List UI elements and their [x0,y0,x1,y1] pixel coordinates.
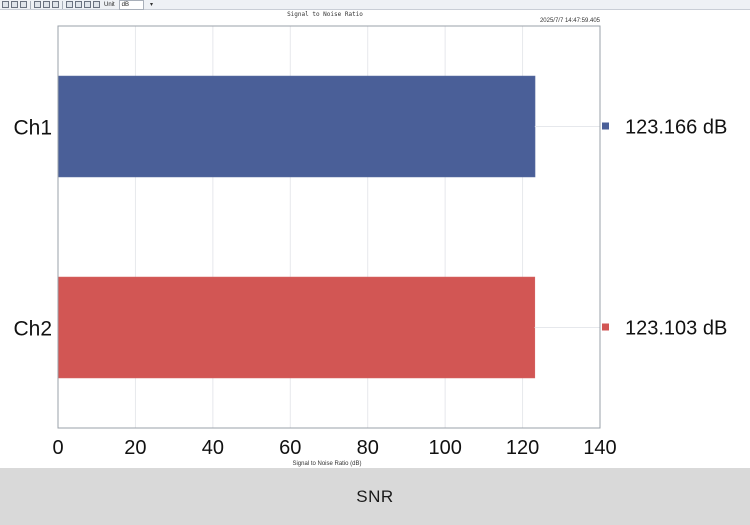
unit-select[interactable]: dB [118,0,145,10]
x-tick-label: 0 [52,437,63,459]
x-axis-label: Signal to Noise Ratio (dB) [292,461,361,467]
x-tick-label: 100 [428,437,461,459]
category-label-ch1: Ch1 [13,117,52,140]
table-icon[interactable] [66,1,73,8]
zoom-in-icon[interactable] [11,1,18,8]
x-tick-label: 120 [506,437,539,459]
timestamp: 2025/7/7 14:47:59.405 [539,18,600,24]
zoom-out-icon[interactable] [20,1,27,8]
export-icon[interactable] [75,1,82,8]
chevron-down-icon[interactable]: ▾ [150,2,154,8]
plot-frame [57,25,601,429]
bar-ch2 [57,276,536,379]
cursor-icon[interactable] [34,1,41,8]
category-label-ch2: Ch2 [13,318,52,341]
x-tick-label: 80 [357,437,379,459]
bar-ch1 [57,75,536,178]
chart-title: Signal to Noise Ratio [287,11,363,18]
unit-label: Unit [104,1,115,8]
x-tick-label: 20 [124,437,146,459]
x-tick-label: 60 [279,437,301,459]
snr-bar-chart: Ch1 123.166 dB Ch2 123.103 dB 0 20 40 60 80 100 12… [13,25,727,467]
x-tick-label: 40 [202,437,224,459]
footer: SNR [0,468,750,525]
legend-swatch-ch2 [602,323,609,331]
zoom-fit-icon[interactable] [2,1,9,8]
toolbar-separator [62,0,63,9]
toolbar: Unit dB ▾ [0,0,750,10]
value-label-ch2: 123.103 dB [625,318,727,340]
x-tick-label: 140 [583,437,616,459]
settings-icon[interactable] [93,1,100,8]
footer-caption: SNR [356,486,394,506]
annotation-icon[interactable] [84,1,91,8]
toolbar-separator [30,0,31,9]
pan-icon[interactable] [43,1,50,8]
marker-icon[interactable] [52,1,59,8]
value-label-ch1: 123.166 dB [625,117,727,139]
legend-swatch-ch1 [602,122,609,130]
